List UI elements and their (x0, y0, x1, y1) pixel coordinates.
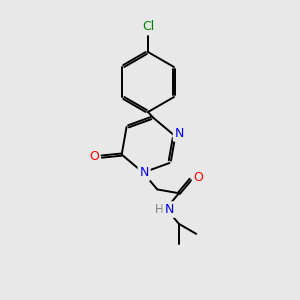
Text: O: O (89, 150, 99, 163)
Text: Cl: Cl (142, 20, 154, 34)
Text: O: O (194, 171, 203, 184)
Text: N: N (164, 203, 174, 216)
Text: H: H (155, 203, 164, 216)
Text: N: N (140, 166, 149, 179)
Text: N: N (175, 127, 184, 140)
